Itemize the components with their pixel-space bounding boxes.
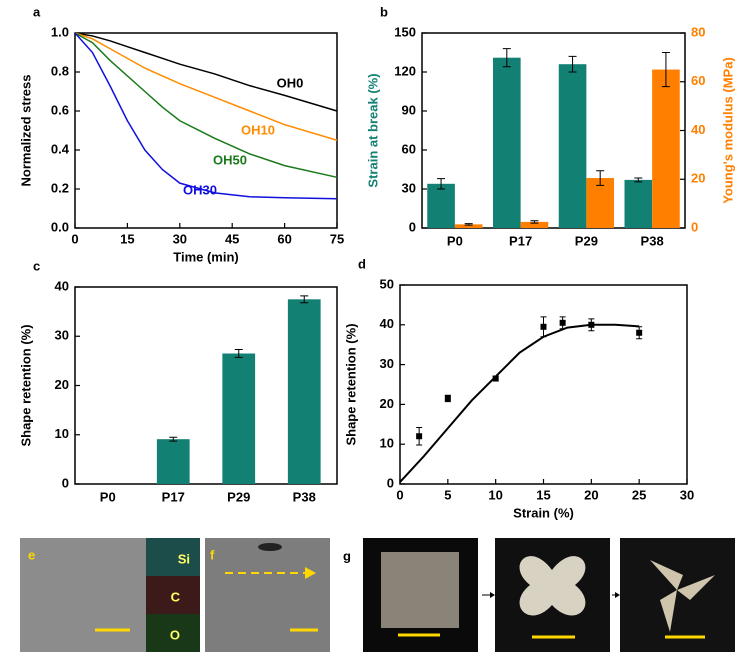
x-tick-label: P29	[575, 233, 598, 248]
arrow-head	[490, 592, 495, 598]
x-axis-label: Strain (%)	[513, 505, 574, 520]
y-tick-label: 0	[62, 475, 69, 490]
y2-tick-label: 0	[691, 219, 698, 234]
panel-label: c	[33, 258, 40, 273]
panel-label: a	[33, 4, 41, 19]
si-map	[146, 538, 200, 576]
series-label: OH50	[213, 152, 247, 167]
y-tick-label: 30	[402, 180, 416, 195]
y-tick-label: 0.8	[51, 63, 69, 78]
y-tick-label: 30	[380, 356, 394, 371]
bar	[652, 70, 680, 228]
y-tick-label: 10	[55, 426, 69, 441]
bar	[288, 299, 321, 484]
x-tick-label: P0	[100, 489, 116, 504]
point	[560, 320, 566, 326]
bar	[222, 353, 255, 484]
y-tick-label: 0.6	[51, 102, 69, 117]
sample	[381, 552, 459, 628]
y-tick-label: 0.0	[51, 219, 69, 234]
y2-tick-label: 40	[691, 122, 705, 137]
map-label: O	[170, 627, 180, 642]
series-label: OH0	[277, 75, 304, 90]
fit-line	[400, 325, 639, 482]
y-tick-label: 1.0	[51, 24, 69, 39]
x-tick-label: P0	[447, 233, 463, 248]
y2-axis-label: Young's modulus (MPa)	[720, 57, 735, 204]
y-tick-label: 0.2	[51, 180, 69, 195]
x-tick-label: 15	[536, 487, 550, 502]
bar	[625, 180, 653, 228]
y-axis-label: Shape retention (%)	[18, 324, 33, 446]
plot-frame	[400, 285, 687, 484]
y-tick-label: 10	[380, 436, 394, 451]
x-tick-label: 75	[330, 231, 344, 246]
y-tick-label: 20	[380, 396, 394, 411]
x-tick-label: P38	[293, 489, 316, 504]
point	[541, 324, 547, 330]
bar	[493, 58, 521, 228]
line	[75, 33, 337, 199]
map-label: C	[171, 589, 181, 604]
bar	[157, 439, 190, 484]
y-axis-label: Shape retention (%)	[343, 323, 358, 445]
x-tick-label: 60	[277, 231, 291, 246]
series-label: OH10	[241, 122, 275, 137]
y-tick-label: 0.4	[51, 141, 70, 156]
bar	[559, 64, 587, 228]
x-tick-label: 30	[173, 231, 187, 246]
image-panels: e Si C O f g	[20, 538, 735, 652]
x-axis-label: Time (min)	[173, 249, 239, 264]
x-tick-label: 5	[444, 487, 451, 502]
x-tick-label: 45	[225, 231, 239, 246]
x-tick-label: P38	[641, 233, 664, 248]
sem-image	[205, 538, 330, 652]
x-tick-label: 0	[71, 231, 78, 246]
bar	[427, 184, 455, 228]
x-tick-label: P17	[162, 489, 185, 504]
y-tick-label: 90	[402, 102, 416, 117]
y-tick-label: 60	[402, 141, 416, 156]
y-axis-label: Normalized stress	[18, 75, 33, 187]
sem-image	[20, 538, 146, 652]
y-tick-label: 150	[394, 24, 416, 39]
x-tick-label: 30	[680, 487, 694, 502]
y-tick-label: 0	[409, 219, 416, 234]
panel-label: g	[343, 548, 351, 563]
pore	[258, 543, 282, 551]
y2-tick-label: 20	[691, 171, 705, 186]
y-tick-label: 30	[55, 328, 69, 343]
map-label: Si	[178, 551, 190, 566]
line	[75, 33, 337, 111]
x-tick-label: 25	[632, 487, 646, 502]
x-tick-label: 10	[488, 487, 502, 502]
line	[75, 33, 337, 177]
photo	[620, 538, 735, 652]
y-tick-label: 20	[55, 377, 69, 392]
point	[416, 433, 422, 439]
y2-tick-label: 80	[691, 24, 705, 39]
point	[445, 395, 451, 401]
panel-label: f	[210, 547, 215, 562]
y-axis-label: Strain at break (%)	[365, 73, 380, 187]
panel-label: b	[380, 4, 388, 19]
y-tick-label: 40	[55, 278, 69, 293]
y2-tick-label: 60	[691, 73, 705, 88]
series-label: OH30	[183, 182, 217, 197]
y-tick-label: 120	[394, 63, 416, 78]
y-tick-label: 50	[380, 276, 394, 291]
y-tick-label: 40	[380, 316, 394, 331]
y-tick-label: 0	[387, 475, 394, 490]
x-tick-label: P17	[509, 233, 532, 248]
panel-label: d	[358, 256, 366, 271]
arrow-head	[615, 592, 620, 598]
x-tick-label: 15	[120, 231, 134, 246]
panel-label: e	[28, 547, 35, 562]
x-tick-label: 20	[584, 487, 598, 502]
point	[636, 330, 642, 336]
x-tick-label: 0	[396, 487, 403, 502]
x-tick-label: P29	[227, 489, 250, 504]
